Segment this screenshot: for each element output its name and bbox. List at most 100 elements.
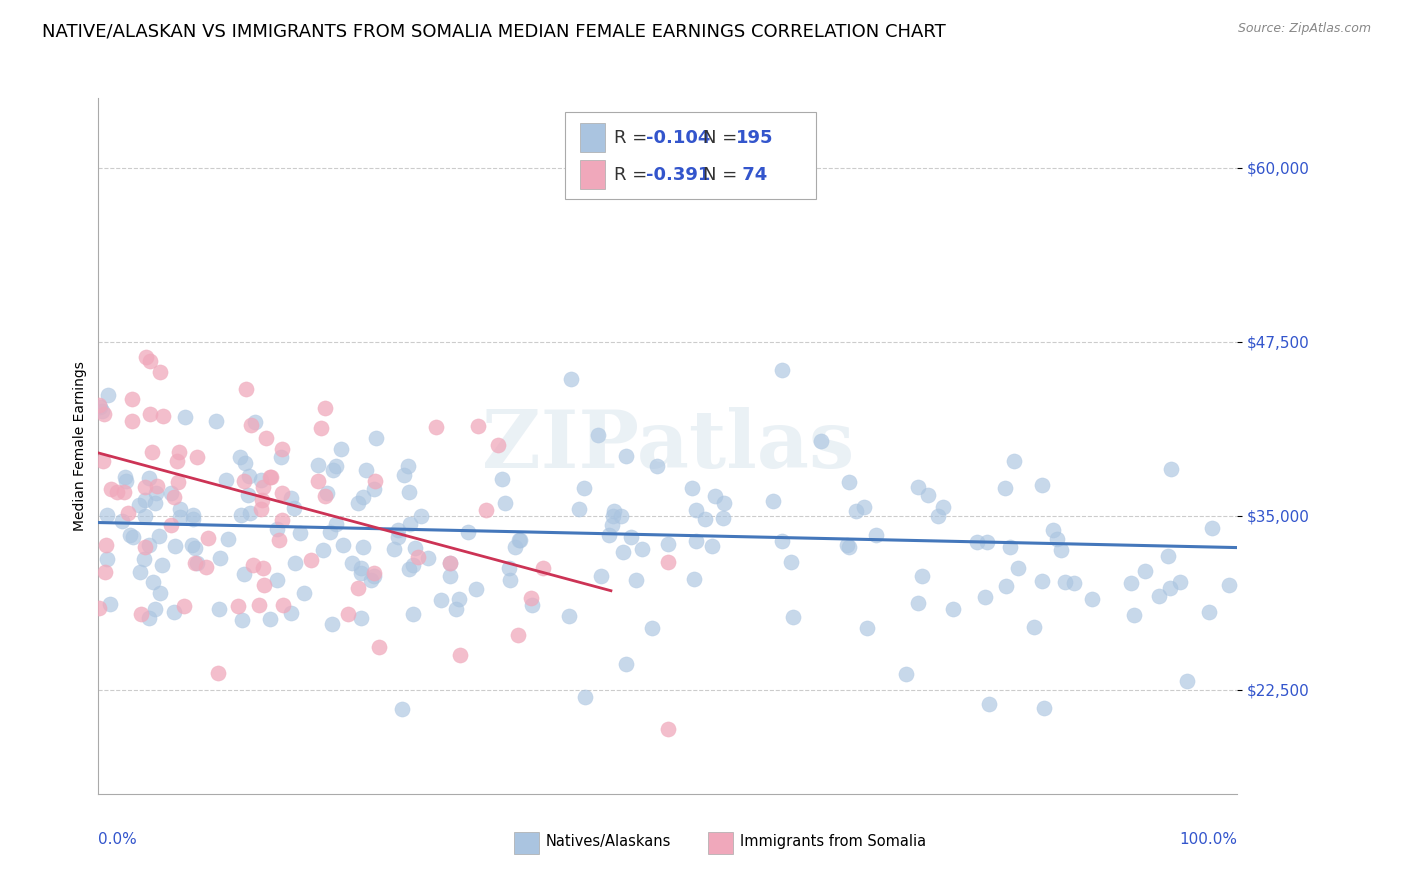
Point	[91, 404, 114, 418]
Point	[835, 538, 858, 552]
Point	[253, 578, 276, 592]
Point	[600, 517, 623, 532]
Point	[713, 496, 735, 510]
Point	[204, 414, 226, 428]
Point	[169, 502, 191, 516]
Point	[1201, 521, 1223, 535]
Point	[134, 509, 156, 524]
Point	[209, 551, 232, 566]
Text: Source: ZipAtlas.com: Source: ZipAtlas.com	[1237, 22, 1371, 36]
Point	[396, 459, 419, 474]
Point	[229, 450, 252, 465]
Point	[1022, 620, 1045, 634]
Point	[368, 640, 391, 654]
FancyBboxPatch shape	[515, 832, 538, 855]
Point	[614, 657, 637, 671]
Point	[236, 488, 259, 502]
Point	[838, 540, 860, 554]
Point	[1170, 574, 1192, 589]
Point	[117, 506, 139, 520]
Point	[325, 516, 347, 531]
Point	[568, 501, 591, 516]
Text: Immigrants from Somalia: Immigrants from Somalia	[740, 834, 925, 849]
Point	[217, 532, 239, 546]
Point	[100, 482, 122, 496]
Point	[810, 434, 832, 449]
Point	[681, 481, 703, 495]
Point	[683, 572, 706, 586]
Point	[139, 407, 162, 421]
Point	[509, 533, 531, 547]
Point	[270, 486, 292, 500]
Point	[134, 551, 156, 566]
Point	[1198, 605, 1220, 619]
Point	[1053, 575, 1076, 590]
Y-axis label: Median Female Earnings: Median Female Earnings	[73, 361, 87, 531]
Point	[207, 665, 229, 680]
Point	[503, 540, 526, 554]
Point	[325, 458, 347, 473]
Point	[138, 538, 160, 552]
Point	[572, 481, 595, 495]
Point	[197, 531, 219, 545]
Point	[316, 485, 339, 500]
Point	[89, 400, 111, 414]
Point	[266, 522, 288, 536]
Point	[97, 388, 120, 402]
Point	[439, 569, 461, 583]
Point	[319, 524, 342, 539]
Point	[307, 474, 329, 488]
Point	[242, 558, 264, 573]
Point	[979, 697, 1001, 711]
Point	[591, 568, 613, 582]
Point	[139, 354, 162, 368]
Point	[249, 598, 271, 612]
Point	[162, 605, 184, 619]
Point	[838, 475, 860, 490]
Point	[998, 540, 1021, 554]
Point	[685, 533, 707, 548]
Point	[145, 486, 167, 500]
Point	[128, 566, 150, 580]
Point	[271, 513, 294, 527]
Point	[181, 512, 204, 526]
Point	[932, 500, 955, 514]
Point	[1160, 462, 1182, 476]
Point	[586, 428, 609, 442]
Text: 0.0%: 0.0%	[98, 832, 138, 847]
Point	[995, 578, 1018, 592]
Point	[425, 420, 447, 434]
Point	[194, 560, 217, 574]
Point	[907, 480, 929, 494]
Point	[494, 496, 516, 510]
Point	[233, 474, 256, 488]
Point	[292, 585, 315, 599]
Point	[558, 608, 581, 623]
Point	[146, 479, 169, 493]
Point	[486, 438, 509, 452]
Point	[271, 598, 294, 612]
Point	[142, 574, 165, 589]
Point	[762, 493, 785, 508]
Point	[299, 553, 322, 567]
Point	[782, 610, 804, 624]
Point	[346, 581, 368, 595]
Point	[387, 529, 409, 543]
Point	[350, 561, 373, 575]
Point	[167, 444, 190, 458]
Point	[122, 530, 145, 544]
Point	[474, 503, 496, 517]
Point	[186, 450, 208, 465]
Point	[398, 562, 420, 576]
Point	[896, 667, 918, 681]
Point	[143, 496, 166, 510]
Text: 100.0%: 100.0%	[1180, 832, 1237, 847]
Point	[283, 500, 305, 515]
Point	[184, 556, 207, 570]
Point	[1175, 673, 1198, 688]
Text: Natives/Alaskans: Natives/Alaskans	[546, 834, 672, 849]
Point	[612, 545, 634, 559]
Text: -0.391: -0.391	[647, 166, 710, 184]
Point	[704, 489, 727, 503]
Point	[269, 533, 291, 547]
